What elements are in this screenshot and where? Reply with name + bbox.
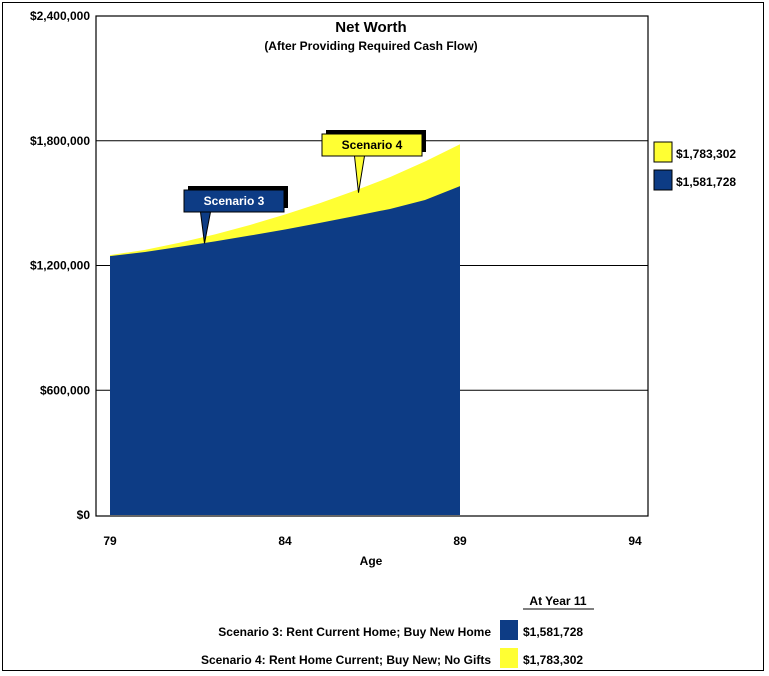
x-tick-label: 89 <box>453 534 467 548</box>
y-tick-label: $600,000 <box>40 383 90 397</box>
area-layer <box>110 144 460 515</box>
callout-label: Scenario 4 <box>342 138 403 152</box>
legend-swatch <box>500 648 518 668</box>
callout-box <box>183 189 285 213</box>
chart-title: Net Worth <box>335 19 406 36</box>
legend-entry-value: $1,581,728 <box>523 625 583 639</box>
end-value-label: $1,783,302 <box>676 147 736 161</box>
end-value-swatch <box>653 141 673 163</box>
axis-layer: $0 $600,000 $1,200,000 $1,800,000 $2,400,000… <box>30 9 642 548</box>
callout-box <box>321 133 423 157</box>
legend-entry-value: $1,783,302 <box>523 653 583 667</box>
legend-header: At Year 11 <box>529 594 586 608</box>
x-tick-label: 94 <box>628 534 642 548</box>
end-value-swatch <box>653 169 673 191</box>
callout-label: Scenario 3 <box>204 194 265 208</box>
x-tick-label: 79 <box>103 534 117 548</box>
callout-scenario-4: Scenario 4 <box>321 130 426 193</box>
x-tick-label: 84 <box>278 534 292 548</box>
callout-scenario-3: Scenario 3 <box>183 186 288 244</box>
y-tick-label: $0 <box>77 508 91 522</box>
end-value-label: $1,581,728 <box>676 175 736 189</box>
callout-layer: Scenario 3 Scenario 4 <box>183 130 426 244</box>
x-axis-label: Age <box>360 554 383 568</box>
end-value-layer: $1,783,302 $1,581,728 <box>653 141 736 191</box>
y-tick-label: $1,200,000 <box>30 259 90 273</box>
y-tick-label: $1,800,000 <box>30 134 90 148</box>
callout-pointer <box>353 155 366 193</box>
y-tick-label: $2,400,000 <box>30 9 90 23</box>
legend-entry-label: Scenario 4: Rent Home Current; Buy New; … <box>201 653 491 667</box>
legend-entry-label: Scenario 3: Rent Current Home; Buy New H… <box>218 625 491 639</box>
chart-subtitle: (After Providing Required Cash Flow) <box>264 39 477 53</box>
legend-swatch <box>500 620 518 640</box>
legend: At Year 11 Scenario 3: Rent Current Home;… <box>201 594 594 668</box>
area-scenario-3 <box>110 186 460 515</box>
